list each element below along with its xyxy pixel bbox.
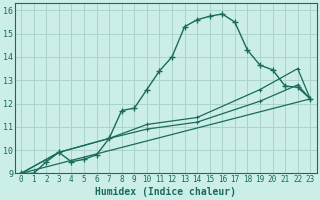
X-axis label: Humidex (Indice chaleur): Humidex (Indice chaleur) (95, 186, 236, 197)
